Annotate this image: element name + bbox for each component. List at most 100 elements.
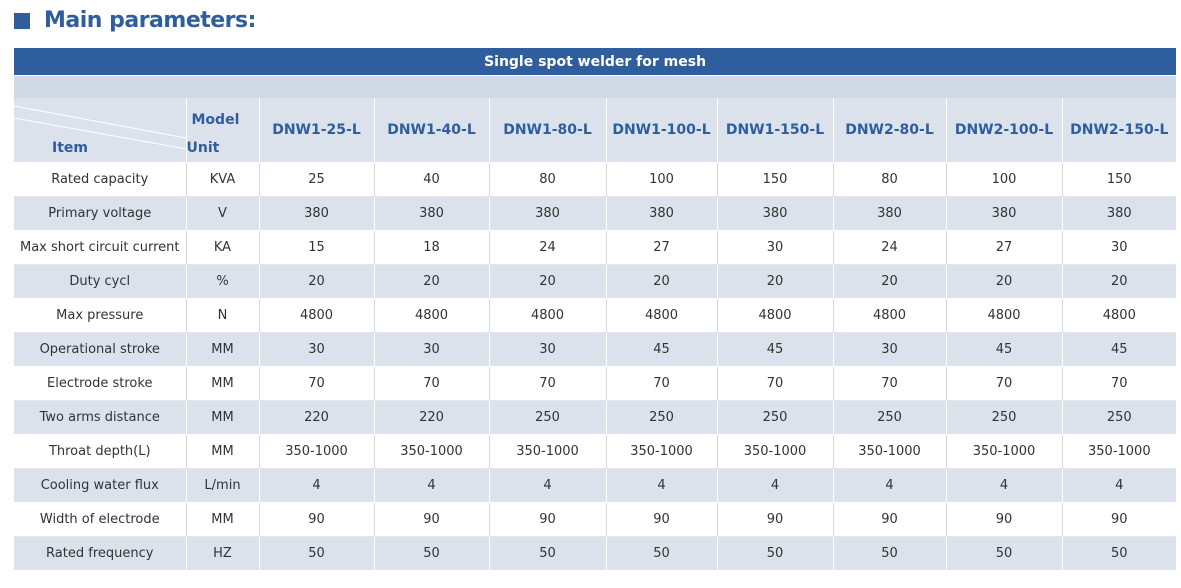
model-header-label: Model [191, 112, 240, 128]
row-value: 20 [606, 264, 718, 299]
row-value: 80 [833, 162, 947, 197]
table-row: Rated capacity KVA 25 40 80 100 150 80 100 150 [14, 162, 1177, 197]
row-item-label: Throat depth(L) [14, 434, 187, 469]
row-value: 4 [606, 468, 718, 503]
row-value: 4800 [946, 298, 1063, 333]
row-value: 70 [1062, 366, 1177, 401]
row-value: 380 [259, 196, 375, 231]
row-value: 250 [606, 400, 718, 435]
row-value: 50 [833, 536, 947, 571]
row-unit: % [186, 264, 260, 299]
row-value: 30 [833, 332, 947, 367]
row-value: 20 [489, 264, 607, 299]
model-header-6: DNW2-80-L [833, 98, 947, 163]
row-value: 90 [946, 502, 1063, 537]
row-value: 70 [259, 366, 375, 401]
model-header-8: DNW2-150-L [1062, 98, 1177, 163]
row-value: 380 [606, 196, 718, 231]
table-row: Operational stroke MM 30 30 30 45 45 30 45 45 [14, 332, 1177, 367]
row-unit: MM [186, 434, 260, 469]
row-value: 70 [833, 366, 947, 401]
square-bullet-icon [14, 13, 30, 29]
row-value: 25 [259, 162, 375, 197]
row-unit: KVA [186, 162, 260, 197]
row-value: 350-1000 [833, 434, 947, 469]
section-heading: Main parameters: [14, 4, 256, 36]
row-value: 4800 [717, 298, 834, 333]
row-value: 350-1000 [489, 434, 607, 469]
table-row: Primary voltage V 380 380 380 380 380 380 380 380 [14, 196, 1177, 231]
row-value: 4800 [489, 298, 607, 333]
row-value: 380 [946, 196, 1063, 231]
row-value: 350-1000 [606, 434, 718, 469]
row-value: 4 [946, 468, 1063, 503]
row-item-label: Rated frequency [14, 536, 187, 571]
row-value: 380 [1062, 196, 1177, 231]
table-row: Max pressure N 4800 4800 4800 4800 4800 4800 480… [14, 298, 1177, 333]
row-value: 27 [946, 230, 1063, 265]
model-header-2: DNW1-40-L [374, 98, 490, 163]
parameters-table: Single spot welder for mesh Item Model U… [14, 48, 1177, 571]
row-value: 45 [946, 332, 1063, 367]
row-value: 90 [833, 502, 947, 537]
row-value: 20 [946, 264, 1063, 299]
row-value: 350-1000 [259, 434, 375, 469]
row-value: 50 [489, 536, 607, 571]
row-value: 4 [489, 468, 607, 503]
header-spacer [14, 75, 1177, 98]
row-value: 250 [489, 400, 607, 435]
row-value: 30 [489, 332, 607, 367]
row-item-label: Max short circuit current [14, 230, 187, 265]
row-item-label: Primary voltage [14, 196, 187, 231]
model-header-5: DNW1-150-L [717, 98, 834, 163]
row-value: 45 [606, 332, 718, 367]
row-value: 50 [606, 536, 718, 571]
table-row: Width of electrode MM 90 90 90 90 90 90 90 90 [14, 502, 1177, 537]
row-item-label: Two arms distance [14, 400, 187, 435]
row-value: 4800 [833, 298, 947, 333]
row-value: 90 [259, 502, 375, 537]
row-item-label: Rated capacity [14, 162, 187, 197]
row-value: 4800 [1062, 298, 1177, 333]
item-header-cell: Item [14, 98, 187, 163]
row-value: 220 [374, 400, 490, 435]
row-value: 4 [374, 468, 490, 503]
row-value: 50 [374, 536, 490, 571]
row-value: 150 [717, 162, 834, 197]
table-title-band: Single spot welder for mesh [14, 48, 1177, 76]
row-value: 20 [833, 264, 947, 299]
row-unit: HZ [186, 536, 260, 571]
row-item-label: Width of electrode [14, 502, 187, 537]
row-value: 90 [1062, 502, 1177, 537]
row-value: 380 [833, 196, 947, 231]
table-row: Duty cycl% 20 20 20 20 20 20 20 20 [14, 264, 1177, 299]
row-value: 380 [489, 196, 607, 231]
row-value: 45 [717, 332, 834, 367]
row-item-label: Operational stroke [14, 332, 187, 367]
model-header-7: DNW2-100-L [946, 98, 1063, 163]
row-value: 24 [833, 230, 947, 265]
row-value: 20 [259, 264, 375, 299]
row-value: 20 [374, 264, 490, 299]
row-value: 15 [259, 230, 375, 265]
row-value: 350-1000 [374, 434, 490, 469]
row-unit: KA [186, 230, 260, 265]
row-value: 4 [259, 468, 375, 503]
row-unit: N [186, 298, 260, 333]
row-value: 80 [489, 162, 607, 197]
table-row: Two arms distance MM 220 220 250 250 250 250 250… [14, 400, 1177, 435]
row-value: 90 [606, 502, 718, 537]
row-unit: MM [186, 366, 260, 401]
table-row: Max short circuit current KA 15 18 24 27 30 24 2… [14, 230, 1177, 265]
row-value: 90 [717, 502, 834, 537]
row-value: 50 [717, 536, 834, 571]
row-value: 4 [1062, 468, 1177, 503]
model-header-1: DNW1-25-L [259, 98, 375, 163]
row-value: 40 [374, 162, 490, 197]
row-item-label: Electrode stroke [14, 366, 187, 401]
row-value: 50 [1062, 536, 1177, 571]
row-item-label: Cooling water flux [14, 468, 187, 503]
row-value: 30 [259, 332, 375, 367]
row-unit: V [186, 196, 260, 231]
header-row: Item Model Unit DNW1-25-L DNW1-40-L DNW1-8… [14, 98, 1177, 163]
